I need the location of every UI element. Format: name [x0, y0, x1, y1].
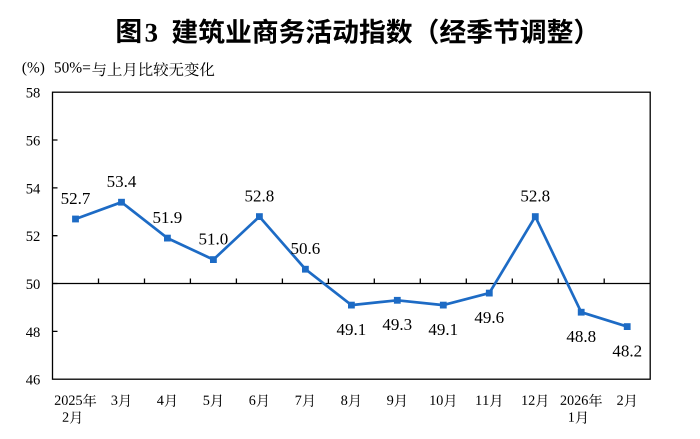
svg-text:58: 58: [26, 86, 41, 102]
svg-text:48.2: 48.2: [612, 341, 642, 360]
svg-text:48: 48: [26, 325, 41, 341]
svg-text:53.4: 53.4: [107, 172, 137, 191]
svg-text:52.8: 52.8: [245, 187, 275, 206]
svg-text:52.7: 52.7: [61, 189, 91, 208]
svg-text:56: 56: [26, 133, 41, 149]
svg-text:51.9: 51.9: [153, 208, 183, 227]
svg-text:51.0: 51.0: [199, 230, 229, 249]
svg-text:49.6: 49.6: [474, 308, 504, 327]
svg-text:52.8: 52.8: [520, 187, 550, 206]
svg-text:46: 46: [26, 373, 41, 389]
svg-text:49.1: 49.1: [428, 320, 458, 339]
svg-text:54: 54: [26, 181, 41, 197]
svg-text:48.8: 48.8: [566, 327, 596, 346]
svg-text:50.6: 50.6: [291, 239, 321, 258]
svg-text:52: 52: [26, 229, 41, 245]
svg-text:50: 50: [26, 277, 41, 293]
svg-text:49.1: 49.1: [337, 320, 367, 339]
svg-text:49.3: 49.3: [382, 315, 412, 334]
